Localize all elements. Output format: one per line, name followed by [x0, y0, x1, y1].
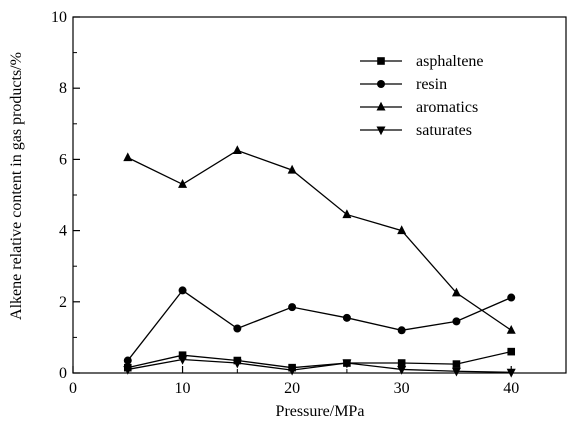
- y-tick-label: 10: [51, 9, 67, 26]
- x-tick-label: 10: [175, 380, 191, 397]
- legend-marker: [377, 80, 385, 88]
- data-point: [397, 359, 406, 367]
- data-point: [342, 359, 352, 369]
- data-point: [452, 317, 461, 326]
- data-point: [123, 365, 133, 375]
- data-point: [342, 313, 351, 322]
- legend-label: aromatics: [416, 99, 478, 116]
- data-point: [288, 303, 297, 312]
- data-point: [233, 324, 242, 333]
- series-line: [127, 358, 512, 373]
- data-point: [451, 287, 461, 297]
- data-point: [507, 293, 516, 302]
- legend-item: saturates: [360, 122, 472, 139]
- legend-item: asphaltene: [360, 53, 484, 70]
- data-point: [397, 326, 406, 335]
- series-line: [127, 351, 512, 369]
- legend-label: asphaltene: [416, 53, 484, 70]
- data-point: [232, 145, 242, 154]
- x-tick-label: 30: [394, 380, 410, 397]
- legend-marker: [376, 101, 386, 111]
- data-point: [178, 351, 187, 359]
- legend: asphaltene resin aromatics saturates: [360, 53, 484, 139]
- legend-label: resin: [416, 76, 447, 93]
- data-point: [342, 209, 352, 219]
- series-line: [127, 289, 512, 361]
- data-point: [123, 356, 132, 365]
- y-axis-title: Alkene relative content in gas products/…: [8, 52, 25, 320]
- series-line: [127, 149, 512, 331]
- y-tick-label: 6: [59, 151, 67, 168]
- series-aromatics: [123, 145, 516, 334]
- x-tick-label: 20: [284, 380, 300, 397]
- series-layer: [123, 145, 516, 378]
- data-point: [178, 179, 188, 188]
- data-point: [178, 355, 188, 365]
- series-resin: [123, 286, 516, 365]
- data-point: [123, 152, 133, 162]
- data-point: [506, 324, 516, 334]
- y-tick-label: 4: [59, 223, 67, 240]
- y-tick-label: 0: [59, 365, 67, 382]
- y-tick-label: 8: [59, 80, 67, 97]
- data-point: [287, 366, 297, 376]
- data-point: [506, 368, 516, 378]
- data-point: [287, 164, 297, 174]
- legend-marker: [377, 57, 385, 65]
- legend-marker: [376, 126, 386, 136]
- data-point: [178, 286, 187, 295]
- data-point: [397, 225, 407, 235]
- y-tick-label: 2: [59, 294, 67, 311]
- data-point: [232, 359, 242, 369]
- data-point: [451, 367, 461, 377]
- data-point: [452, 360, 461, 368]
- data-point: [507, 347, 516, 356]
- legend-item: aromatics: [360, 99, 478, 116]
- legend-label: saturates: [416, 122, 472, 139]
- x-tick-label: 40: [503, 380, 519, 397]
- data-point: [397, 365, 407, 375]
- x-tick-label: 0: [69, 380, 77, 397]
- x-axis-title: Pressure/MPa: [276, 403, 365, 420]
- plot-frame: [72, 16, 567, 374]
- plot-axes: 0 10 20 30 40 0 2 4 6 8 10: [51, 9, 567, 397]
- legend-item: resin: [360, 76, 447, 93]
- series-saturates: [123, 355, 516, 378]
